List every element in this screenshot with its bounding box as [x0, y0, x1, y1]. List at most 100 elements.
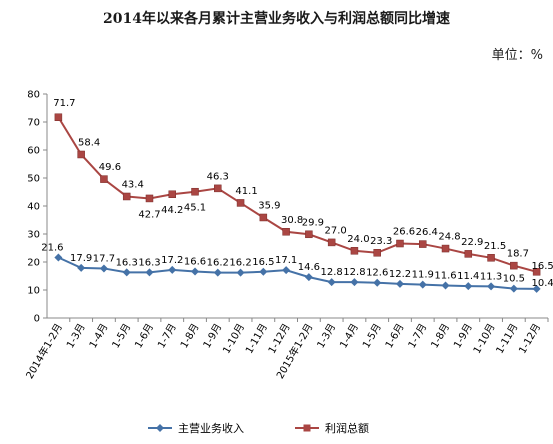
data-label-income: 10.4 — [531, 278, 553, 289]
data-point-profit — [100, 175, 108, 183]
y-tick-label: 70 — [27, 118, 40, 129]
data-label-income: 11.3 — [480, 271, 502, 282]
x-tick-label: 1-5月 — [110, 322, 134, 351]
legend-label-profit: 利润总额 — [325, 421, 369, 435]
x-tick-label: 1-9月 — [451, 322, 475, 351]
legend-label-income: 主营业务收入 — [178, 421, 244, 435]
data-point-income — [54, 253, 63, 262]
data-label-profit: 16.5 — [531, 261, 553, 272]
y-tick-label: 80 — [27, 90, 40, 101]
data-point-income — [441, 281, 450, 290]
x-tick-label: 1-8月 — [429, 322, 453, 351]
data-label-income: 14.6 — [298, 262, 320, 273]
data-point-profit — [168, 190, 176, 198]
data-label-profit: 24.8 — [438, 232, 460, 243]
data-point-income — [77, 263, 86, 272]
data-point-profit — [122, 192, 131, 201]
data-point-profit — [145, 194, 154, 203]
data-label-income: 16.2 — [207, 258, 229, 269]
chart-title: 2014年以来各月累计主营业务收入与利润总额同比增速 — [103, 11, 450, 27]
data-point-income — [213, 268, 222, 277]
data-point-income — [487, 282, 496, 291]
data-point-profit — [487, 254, 495, 262]
data-label-profit: 26.6 — [393, 227, 415, 238]
x-tick-label: 2014年1-2月 — [23, 321, 65, 381]
data-point-profit — [396, 239, 404, 248]
y-tick-label: 20 — [27, 258, 40, 269]
data-point-income — [373, 278, 382, 287]
data-point-income — [395, 279, 404, 288]
series-line-2 — [57, 116, 537, 273]
data-label-profit: 41.1 — [235, 186, 257, 197]
data-point-profit — [441, 244, 450, 253]
data-point-profit — [464, 250, 473, 258]
data-label-income: 17.7 — [93, 253, 115, 264]
y-tick-label: 50 — [27, 174, 40, 185]
data-point-income — [464, 282, 473, 291]
data-label-income: 11.6 — [434, 271, 456, 282]
legend-marker-income — [156, 424, 164, 432]
legend-marker-profit — [303, 424, 311, 432]
data-label-income: 12.8 — [321, 267, 343, 278]
data-label-income: 12.6 — [366, 268, 388, 279]
data-label-profit: 18.7 — [507, 249, 529, 260]
data-label-income: 21.6 — [41, 243, 63, 254]
data-label-profit: 30.8 — [281, 215, 303, 226]
data-point-income — [418, 280, 427, 289]
x-tick-label: 1-12月 — [516, 322, 543, 356]
data-label-profit: 45.1 — [184, 203, 206, 214]
data-point-income — [168, 265, 177, 274]
data-point-profit — [77, 150, 85, 159]
data-point-profit — [191, 187, 199, 196]
data-point-profit — [214, 184, 222, 193]
x-tick-label: 1-7月 — [155, 322, 179, 351]
x-tick-label: 1-3月 — [315, 322, 339, 351]
data-point-profit — [305, 230, 313, 239]
data-label-income: 16.6 — [184, 257, 206, 268]
data-label-income: 17.2 — [161, 255, 183, 266]
data-label-profit: 42.7 — [138, 209, 160, 220]
y-tick-label: 40 — [27, 202, 40, 213]
x-tick-label: 1-7月 — [406, 322, 430, 351]
data-label-income: 16.3 — [138, 257, 160, 268]
series-line-1 — [57, 256, 537, 290]
y-tick-label: 30 — [27, 230, 40, 241]
data-point-income — [327, 278, 336, 287]
y-tick-label: 10 — [27, 286, 40, 297]
data-label-profit: 71.7 — [53, 98, 75, 109]
data-label-income: 16.3 — [116, 257, 138, 268]
data-label-profit: 46.3 — [207, 171, 229, 182]
data-label-income: 11.4 — [457, 271, 479, 282]
data-point-income — [350, 278, 359, 287]
x-tick-label: 1-4月 — [337, 322, 361, 351]
data-point-profit — [510, 261, 518, 270]
x-tick-label: 1-3月 — [64, 322, 88, 351]
data-point-income — [259, 267, 268, 276]
data-label-profit: 44.2 — [161, 205, 183, 216]
data-label-profit: 27.0 — [325, 225, 347, 236]
data-point-profit — [236, 199, 245, 207]
x-tick-label: 1-4月 — [87, 322, 111, 351]
data-point-profit — [532, 268, 541, 276]
data-label-profit: 29.9 — [302, 217, 324, 228]
y-tick-label: 0 — [34, 314, 40, 325]
data-point-income — [304, 273, 313, 282]
data-label-profit: 26.4 — [416, 227, 438, 238]
data-point-profit — [282, 228, 290, 236]
data-label-profit: 21.5 — [484, 241, 506, 252]
x-tick-label: 1-5月 — [360, 322, 384, 351]
y-tick-label: 60 — [27, 146, 40, 157]
data-label-income: 11.9 — [412, 270, 434, 281]
data-label-profit: 43.4 — [122, 179, 144, 190]
data-point-income — [99, 264, 108, 273]
data-point-profit — [373, 249, 381, 257]
data-point-profit — [350, 247, 359, 255]
x-tick-label: 1-8月 — [178, 322, 202, 351]
data-label-profit: 23.3 — [370, 236, 392, 247]
data-point-income — [509, 284, 518, 293]
data-label-profit: 35.9 — [258, 200, 280, 211]
data-label-income: 16.2 — [229, 258, 251, 269]
data-point-income — [282, 266, 291, 275]
data-label-profit: 49.6 — [99, 162, 121, 173]
